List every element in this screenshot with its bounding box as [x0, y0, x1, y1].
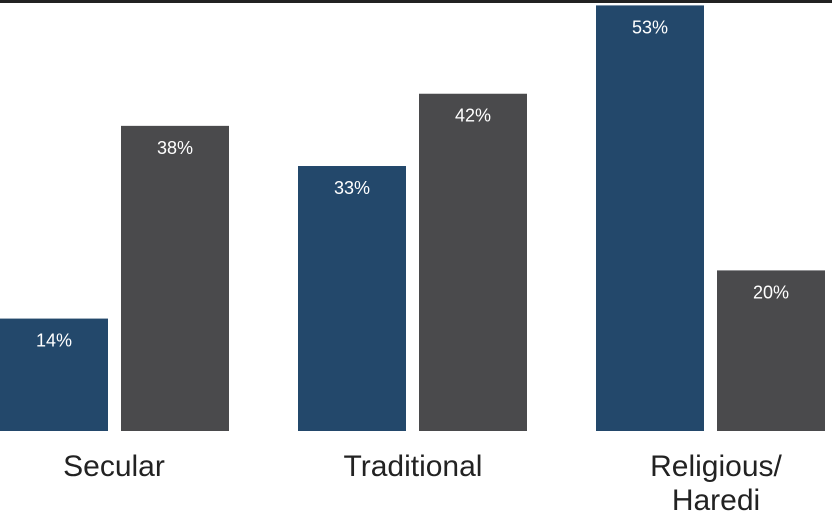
- category-label-1: Secular: [63, 450, 165, 483]
- category-label-2: Traditional: [344, 450, 483, 483]
- data-label-1-2: 33%: [334, 178, 370, 198]
- category-label-3: Religious/Haredi: [650, 450, 782, 517]
- top-rule: [0, 0, 832, 3]
- bar-1-2: [298, 166, 406, 431]
- bar-2-2: [419, 93, 527, 432]
- bar-1-1: [0, 318, 108, 431]
- data-label-2-1: 38%: [157, 138, 193, 158]
- bar-2-3: [717, 270, 825, 431]
- bar-2-1: [121, 125, 229, 432]
- data-label-1-3: 53%: [632, 17, 668, 37]
- data-label-1-1: 14%: [36, 331, 72, 351]
- data-label-2-3: 20%: [753, 282, 789, 302]
- bar-1-3: [596, 5, 704, 431]
- data-label-2-2: 42%: [455, 106, 491, 126]
